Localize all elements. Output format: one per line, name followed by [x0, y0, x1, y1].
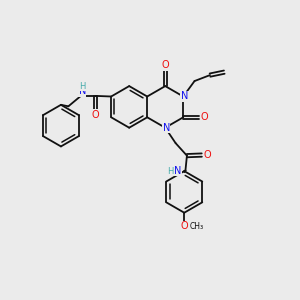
- Text: O: O: [180, 221, 188, 231]
- Text: O: O: [203, 150, 211, 160]
- Text: H: H: [167, 167, 174, 176]
- Text: CH₃: CH₃: [189, 222, 203, 231]
- Text: O: O: [161, 60, 169, 70]
- Text: N: N: [79, 86, 86, 96]
- Text: O: O: [200, 112, 208, 122]
- Text: H: H: [79, 82, 85, 91]
- Text: N: N: [181, 91, 188, 101]
- Text: N: N: [163, 123, 170, 133]
- Text: O: O: [92, 110, 100, 120]
- Text: N: N: [174, 166, 182, 176]
